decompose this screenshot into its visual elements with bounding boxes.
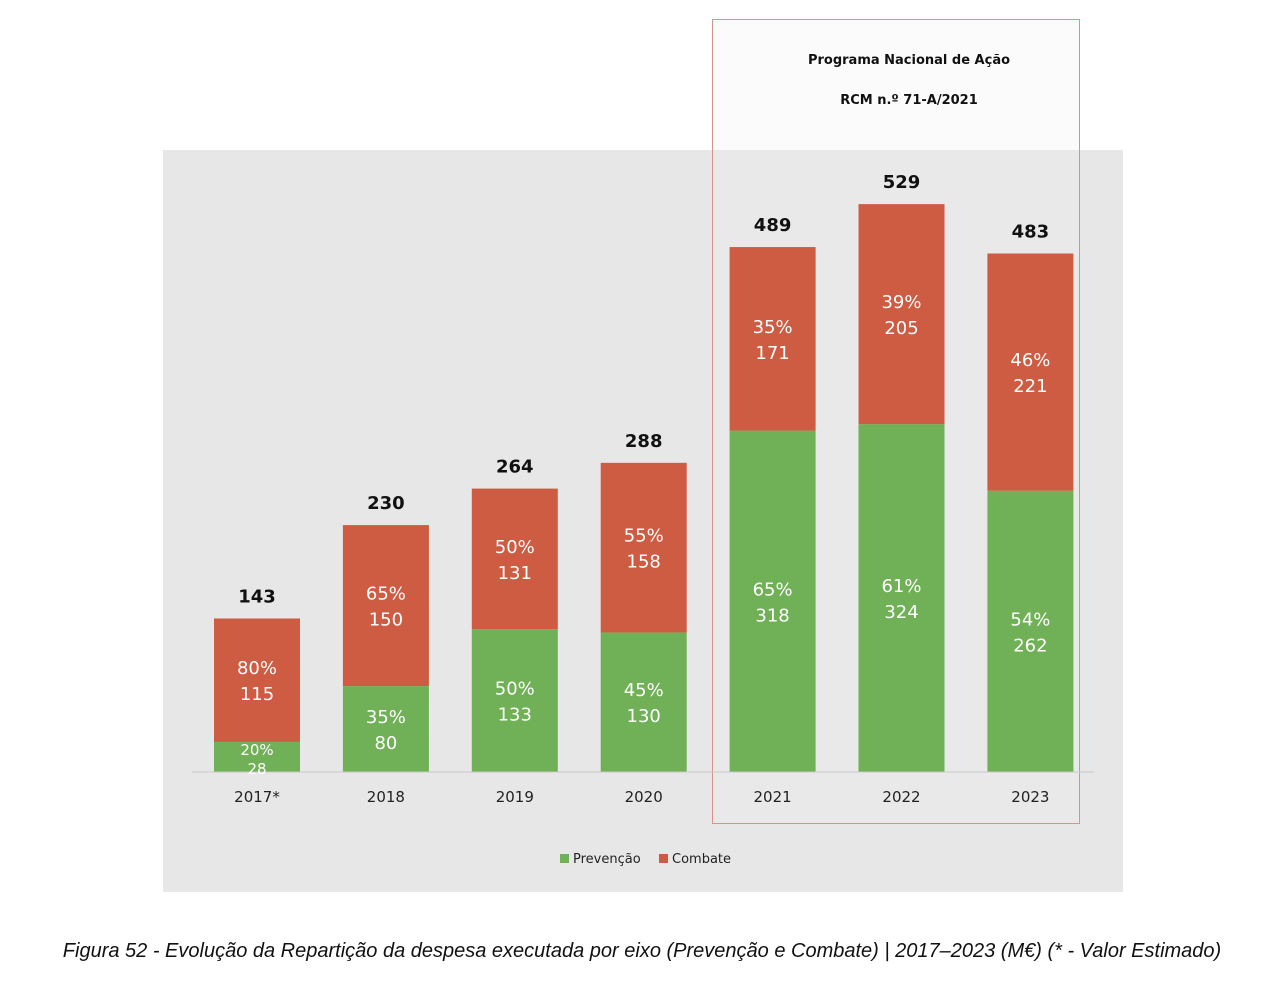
bar-pct-label: 39% [881, 292, 921, 313]
bar-prevencao-2 [471, 629, 558, 772]
legend-swatch-prevencao [560, 854, 569, 863]
bar-combate-3 [600, 462, 687, 633]
bar-pct-label: 50% [495, 537, 535, 558]
legend-label-combate: Combate [672, 852, 731, 867]
legend-label-prevencao: Prevenção [573, 852, 641, 867]
bar-prevencao-4 [729, 430, 816, 772]
bar-value-label: 80 [374, 733, 397, 754]
bar-pct-label: 35% [753, 317, 793, 338]
bar-value-label: 221 [1013, 376, 1047, 397]
bar-pct-label: 65% [753, 579, 793, 600]
legend: Prevenção Combate [560, 852, 731, 867]
bar-value-label: 262 [1013, 635, 1047, 656]
x-tick-label: 2021 [754, 788, 792, 806]
bar-value-label: 115 [240, 684, 274, 705]
bar-total-label: 529 [883, 172, 921, 193]
bar-combate-2 [471, 488, 558, 630]
annotation-line-1: Programa Nacional de Ação [808, 53, 1010, 68]
bar-combate-0 [214, 618, 300, 742]
x-tick-label: 2020 [625, 788, 663, 806]
bar-combate-4 [729, 247, 816, 431]
bar-pct-label: 54% [1010, 609, 1050, 630]
bar-combate-6 [987, 253, 1074, 491]
bar-value-label: 131 [498, 563, 532, 584]
bar-value-label: 318 [755, 605, 789, 626]
x-tick-label: 2018 [367, 788, 405, 806]
bar-value-label: 130 [627, 706, 661, 727]
bar-combate-1 [342, 525, 429, 687]
bar-value-label: 150 [369, 610, 403, 631]
x-tick-label: 2019 [496, 788, 534, 806]
bar-value-label: 158 [627, 552, 661, 573]
bar-prevencao-5 [858, 424, 945, 772]
bar-total-label: 288 [625, 431, 663, 452]
legend-swatch-combate [659, 854, 668, 863]
bar-value-label: 205 [884, 318, 918, 339]
bar-prevencao-6 [987, 490, 1074, 772]
bar-total-label: 264 [496, 457, 534, 478]
bar-total-label: 143 [238, 586, 276, 607]
bar-value-label: 133 [498, 705, 532, 726]
annotation-line-2: RCM n.º 71-A/2021 [840, 93, 978, 108]
bar-total-label: 489 [754, 215, 792, 236]
bar-pct-label: 45% [624, 680, 664, 701]
bar-pct-label: 65% [366, 584, 406, 605]
bar-value-label: 171 [755, 343, 789, 364]
bar-pct-label: 55% [624, 526, 664, 547]
bar-pct-label: 46% [1010, 350, 1050, 371]
bar-total-label: 230 [367, 493, 405, 514]
figure-caption: Figura 52 - Evolução da Repartição da de… [62, 940, 1222, 962]
x-tick-label: 2022 [882, 788, 920, 806]
bar-value-label: 28 [247, 760, 266, 778]
bar-prevencao-3 [600, 632, 687, 772]
x-tick-label: 2017* [234, 788, 280, 806]
bar-prevencao-1 [342, 686, 429, 772]
bar-prevencao-0 [214, 741, 300, 772]
bar-total-label: 483 [1012, 221, 1050, 242]
bar-pct-label: 61% [881, 576, 921, 597]
bar-pct-label: 80% [237, 658, 277, 679]
bar-combate-5 [858, 204, 945, 425]
bar-pct-label: 35% [366, 707, 406, 728]
bar-pct-label: 20% [240, 741, 273, 759]
x-tick-label: 2023 [1011, 788, 1049, 806]
labels-layer: 20%28 80% 115 143 2017* 35% 80 65% 150 230 2018 50%… [234, 172, 1050, 806]
bar-value-label: 324 [884, 602, 918, 623]
bars-layer [214, 204, 1074, 772]
bar-pct-label: 50% [495, 679, 535, 700]
